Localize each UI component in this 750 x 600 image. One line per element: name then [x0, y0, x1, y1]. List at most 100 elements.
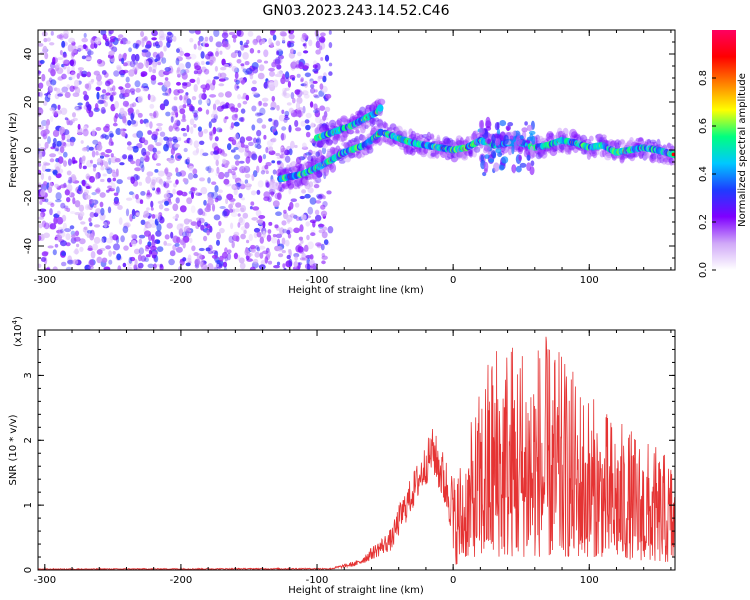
heatmap-cell — [53, 216, 58, 225]
heatmap-cell — [182, 104, 187, 109]
heatmap-cell — [488, 158, 495, 163]
heatmap-cell — [300, 239, 304, 244]
heatmap-cell — [122, 62, 128, 67]
heatmap-cell — [59, 184, 67, 189]
heatmap-cell — [55, 192, 62, 201]
heatmap-cell — [169, 250, 176, 257]
heatmap-cell — [175, 127, 180, 132]
heatmap-cell — [49, 153, 57, 158]
heatmap-cell — [165, 140, 170, 148]
heatmap-cell — [388, 128, 395, 133]
heatmap-cell — [61, 133, 66, 141]
heatmap-cell — [49, 107, 55, 112]
heatmap-cell — [266, 182, 270, 188]
heatmap-cell — [268, 146, 274, 152]
heatmap-cell — [410, 130, 417, 141]
heatmap-cell — [254, 143, 258, 148]
heatmap-cell — [599, 150, 605, 158]
heatmap-cell — [321, 253, 325, 258]
heatmap-cell — [558, 144, 564, 153]
heatmap-cell — [230, 136, 236, 141]
heatmap-cell — [280, 132, 285, 141]
heatmap-cell — [107, 86, 111, 93]
heatmap-cell — [49, 158, 55, 163]
heatmap-cell — [54, 148, 59, 152]
heatmap-cell — [88, 146, 94, 151]
heatmap-cell — [473, 146, 481, 153]
x-tick-label: 0 — [450, 575, 456, 586]
heatmap-cell — [43, 181, 48, 186]
heatmap-cell — [179, 95, 183, 101]
heatmap-cell — [154, 218, 159, 226]
heatmap-cell — [280, 77, 286, 85]
heatmap-cell — [127, 119, 132, 126]
heatmap-cell — [189, 138, 193, 146]
heatmap-cell — [361, 121, 367, 130]
heatmap-cell — [200, 66, 207, 73]
heatmap-cell — [408, 133, 417, 140]
heatmap-cell — [177, 155, 183, 159]
heatmap-cell — [319, 83, 324, 90]
heatmap-cell — [148, 66, 153, 73]
heatmap-cell — [198, 93, 205, 100]
heatmap-cell — [316, 140, 324, 148]
heatmap-cell — [289, 213, 296, 218]
heatmap-cell — [312, 64, 318, 69]
heatmap-cell — [93, 236, 101, 244]
heatmap-cell — [92, 243, 98, 251]
heatmap-cell — [176, 69, 183, 76]
heatmap-cell — [239, 40, 243, 46]
heatmap-cell — [324, 106, 331, 112]
heatmap-cell — [184, 229, 192, 233]
heatmap-cell — [263, 49, 269, 58]
heatmap-cell — [305, 152, 312, 156]
heatmap-cell — [117, 205, 123, 210]
heatmap-cell — [288, 148, 293, 156]
heatmap-cell — [191, 192, 194, 200]
heatmap-cell — [425, 136, 433, 141]
heatmap-cell — [108, 188, 115, 192]
heatmap-cell — [213, 76, 220, 80]
heatmap-cell — [44, 162, 51, 166]
heatmap-cell — [183, 218, 190, 225]
heatmap-cell — [295, 216, 301, 222]
heatmap-cell — [254, 251, 260, 258]
heatmap-cell — [176, 236, 181, 244]
heatmap-cell — [96, 80, 103, 86]
heatmap-cell — [148, 56, 154, 63]
heatmap-cell — [344, 155, 352, 163]
heatmap-cell — [369, 117, 376, 127]
heatmap-cell — [240, 205, 247, 213]
heatmap-cell — [179, 205, 187, 213]
heatmap-cell — [238, 160, 245, 164]
heatmap-cell — [144, 44, 152, 49]
heatmap-cell — [269, 70, 275, 77]
heatmap-cell — [108, 30, 114, 35]
heatmap-cell — [80, 221, 86, 225]
heatmap-cell — [538, 149, 546, 154]
heatmap-cell — [218, 78, 226, 82]
heatmap-cell — [519, 135, 524, 140]
heatmap-cell — [377, 118, 384, 129]
heatmap-cell — [224, 171, 230, 178]
heatmap-cell — [353, 135, 361, 146]
y-tick-label: -20 — [23, 190, 34, 206]
heatmap-cell — [567, 147, 572, 155]
heatmap-cell — [285, 155, 291, 163]
heatmap-cell — [189, 118, 195, 126]
heatmap-cell — [292, 179, 300, 190]
heatmap-cell — [340, 134, 346, 142]
heatmap-cell — [268, 81, 275, 88]
heatmap-cell — [284, 71, 290, 80]
heatmap-cell — [290, 198, 297, 202]
heatmap-cell — [56, 229, 63, 234]
heatmap-cell — [135, 87, 141, 93]
heatmap-cell — [512, 130, 517, 137]
heatmap-cell — [550, 145, 557, 152]
heatmap-cell — [328, 71, 333, 76]
heatmap-cell — [564, 144, 571, 153]
heatmap-cell — [233, 154, 241, 160]
heatmap-cell — [306, 234, 310, 241]
heatmap-cell — [189, 78, 196, 83]
heatmap-cell — [122, 262, 127, 268]
